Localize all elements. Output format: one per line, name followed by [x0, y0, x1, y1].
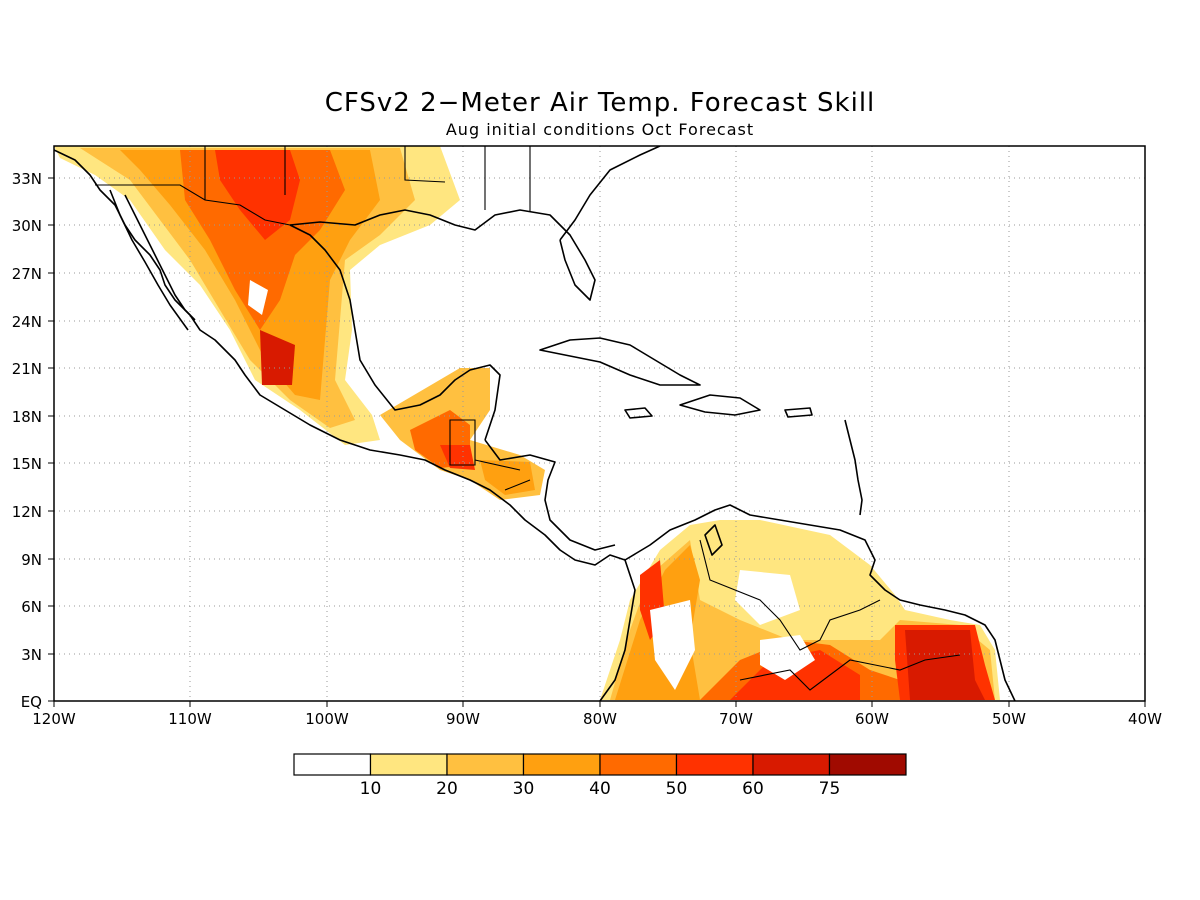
y-tick-label: 21N: [12, 360, 42, 378]
y-tick-label: 18N: [12, 408, 42, 426]
x-tick-label: 90W: [446, 710, 480, 728]
x-tick-label: 100W: [305, 710, 349, 728]
plot-area: [54, 146, 1145, 701]
colorbar-swatch: [293, 753, 372, 776]
map-title: CFSv2 2−Meter Air Temp. Forecast Skill: [325, 88, 876, 118]
colorbar-swatch: [752, 753, 831, 776]
colorbar-swatch: [522, 753, 601, 776]
y-tick-label: 30N: [12, 217, 42, 235]
colorbar-swatch: [675, 753, 754, 776]
y-tick-labels: EQ 3N 6N 9N 12N 15N 18N 21N 24N 27N 30N …: [12, 170, 42, 711]
y-tick-label: 24N: [12, 313, 42, 331]
colorbar-swatch: [599, 753, 678, 776]
colorbar-label: 10: [360, 779, 382, 799]
colorbar-label: 40: [589, 779, 611, 799]
x-tick-label: 40W: [1128, 710, 1162, 728]
colorbar: 10 20 30 40 50 60 75: [293, 753, 907, 799]
colorbar-swatch: [369, 753, 448, 776]
y-tick-label: 33N: [12, 170, 42, 188]
borders: [95, 146, 961, 691]
graticule: [54, 146, 1145, 701]
x-tick-label: 80W: [583, 710, 617, 728]
x-tick-labels: 120W 110W 100W 90W 80W 70W 60W 50W 40W: [32, 710, 1162, 728]
coastlines: [54, 146, 1016, 701]
y-tick-label: 3N: [21, 646, 42, 664]
skill-shading: [54, 146, 1000, 700]
colorbar-label: 60: [742, 779, 764, 799]
colorbar-swatch: [828, 753, 907, 776]
x-tick-label: 110W: [168, 710, 212, 728]
x-tick-label: 120W: [32, 710, 76, 728]
map-subtitle: Aug initial conditions Oct Forecast: [446, 120, 754, 139]
colorbar-label: 30: [513, 779, 535, 799]
x-tick-label: 70W: [719, 710, 753, 728]
y-tick-label: 27N: [12, 265, 42, 283]
y-tick-label: 6N: [21, 598, 42, 616]
y-tick-label: 15N: [12, 455, 42, 473]
colorbar-swatch: [446, 753, 525, 776]
tick-marks: [48, 177, 1146, 707]
y-tick-label: 12N: [12, 503, 42, 521]
x-tick-label: 60W: [855, 710, 889, 728]
colorbar-label: 20: [436, 779, 458, 799]
colorbar-label: 75: [819, 779, 841, 799]
colorbar-label: 50: [666, 779, 688, 799]
x-tick-label: 50W: [992, 710, 1026, 728]
y-tick-label: EQ: [21, 693, 42, 711]
y-tick-label: 9N: [21, 551, 42, 569]
